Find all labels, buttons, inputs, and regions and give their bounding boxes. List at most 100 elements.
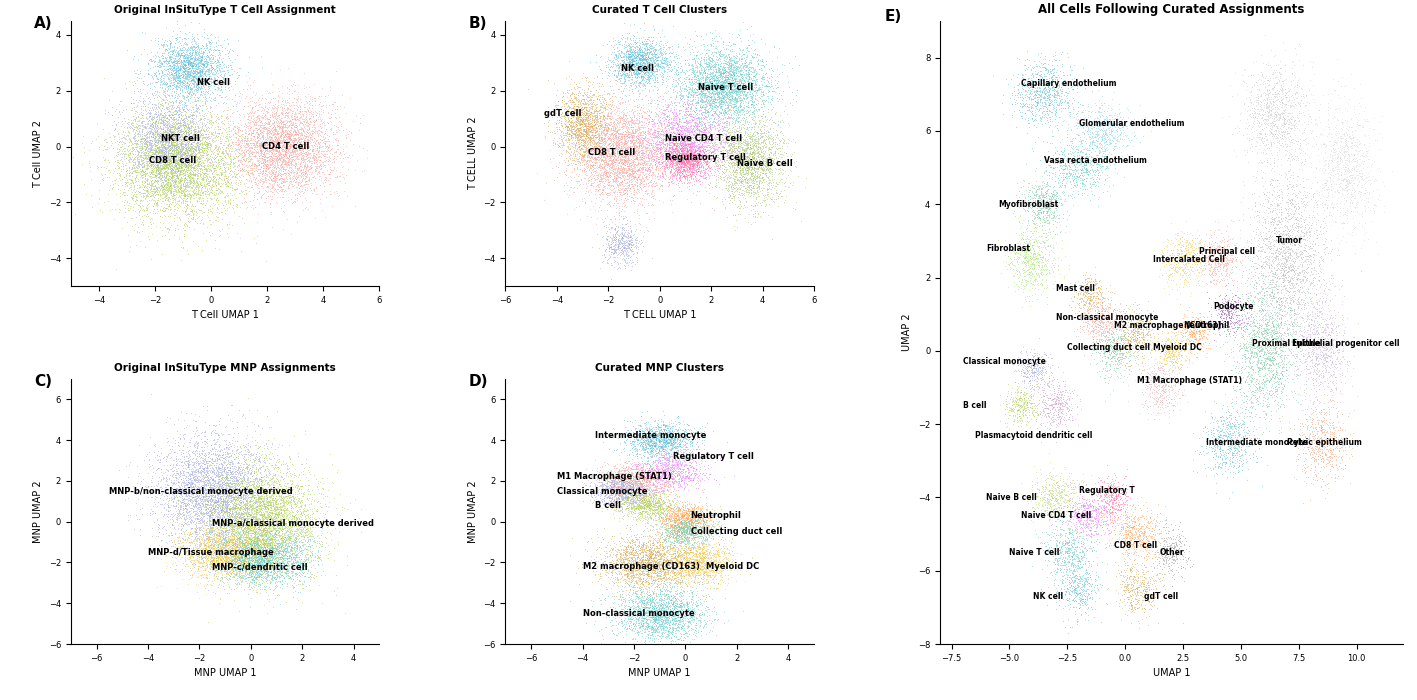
Point [169, 166, 191, 177]
Point [1176, 322, 1199, 333]
Point [670, 144, 693, 155]
Point [244, 178, 266, 189]
Point [170, 120, 193, 131]
Point [258, 540, 281, 551]
Point [1111, 377, 1134, 388]
Point [626, 120, 649, 132]
Point [666, 601, 689, 612]
Point [160, 159, 183, 170]
Point [653, 473, 676, 484]
Point [194, 580, 217, 591]
Point [184, 59, 207, 70]
Point [190, 465, 213, 476]
Point [1318, 413, 1340, 424]
Point [1257, 246, 1280, 258]
Point [239, 517, 262, 528]
Point [694, 49, 717, 60]
Point [721, 84, 744, 95]
Point [1248, 78, 1271, 90]
Point [167, 99, 190, 111]
Point [234, 547, 256, 558]
Point [261, 545, 283, 557]
Point [696, 514, 718, 526]
Point [546, 99, 568, 111]
Point [1270, 344, 1292, 356]
Point [252, 545, 275, 556]
Point [116, 148, 139, 160]
Point [285, 134, 307, 146]
Point [628, 468, 650, 479]
Point [249, 466, 272, 477]
Point [204, 172, 227, 183]
Point [269, 141, 292, 152]
Point [118, 174, 140, 185]
Point [1170, 335, 1193, 346]
Point [188, 66, 211, 77]
Point [135, 150, 157, 161]
Point [1236, 344, 1258, 356]
Point [262, 514, 285, 525]
Point [1304, 113, 1326, 125]
Point [164, 50, 187, 61]
Point [198, 38, 221, 49]
Point [694, 102, 717, 113]
Point [288, 129, 310, 140]
Point [1078, 524, 1101, 536]
Point [669, 466, 691, 477]
Point [269, 506, 292, 517]
Point [1043, 493, 1066, 504]
Point [150, 154, 173, 165]
Point [1148, 344, 1170, 355]
Point [1046, 157, 1068, 168]
Point [615, 146, 638, 157]
Point [700, 40, 723, 51]
Point [1260, 117, 1282, 128]
Point [582, 153, 605, 164]
Point [1158, 381, 1180, 392]
Point [126, 134, 149, 146]
Point [295, 113, 317, 125]
Point [679, 502, 701, 513]
Point [656, 613, 679, 624]
Point [691, 150, 714, 162]
Point [621, 436, 643, 447]
Point [173, 457, 196, 468]
Point [156, 161, 179, 172]
Point [669, 133, 691, 144]
Point [1260, 406, 1282, 417]
Point [164, 155, 187, 167]
Point [778, 57, 801, 69]
Point [193, 69, 215, 80]
Point [710, 574, 733, 585]
Point [694, 76, 717, 88]
Point [616, 153, 639, 164]
Point [621, 166, 643, 177]
Point [670, 526, 693, 538]
Point [1000, 399, 1023, 410]
Point [1050, 159, 1073, 170]
Point [1308, 313, 1331, 324]
Point [679, 159, 701, 170]
Point [1274, 310, 1297, 321]
Point [153, 114, 176, 125]
Point [1275, 336, 1298, 347]
Point [183, 559, 205, 570]
Point [247, 481, 269, 492]
Point [649, 622, 672, 633]
Point [619, 74, 642, 85]
Point [684, 624, 707, 636]
Point [249, 149, 272, 160]
Point [589, 141, 612, 153]
Point [91, 173, 113, 184]
Point [239, 452, 262, 463]
Point [186, 490, 208, 501]
Point [623, 75, 646, 86]
Point [1277, 276, 1299, 288]
Point [1114, 496, 1136, 507]
Point [1260, 104, 1282, 116]
Point [543, 174, 565, 186]
Point [565, 121, 588, 132]
Point [660, 99, 683, 111]
Point [1335, 195, 1357, 206]
Point [1041, 81, 1064, 92]
